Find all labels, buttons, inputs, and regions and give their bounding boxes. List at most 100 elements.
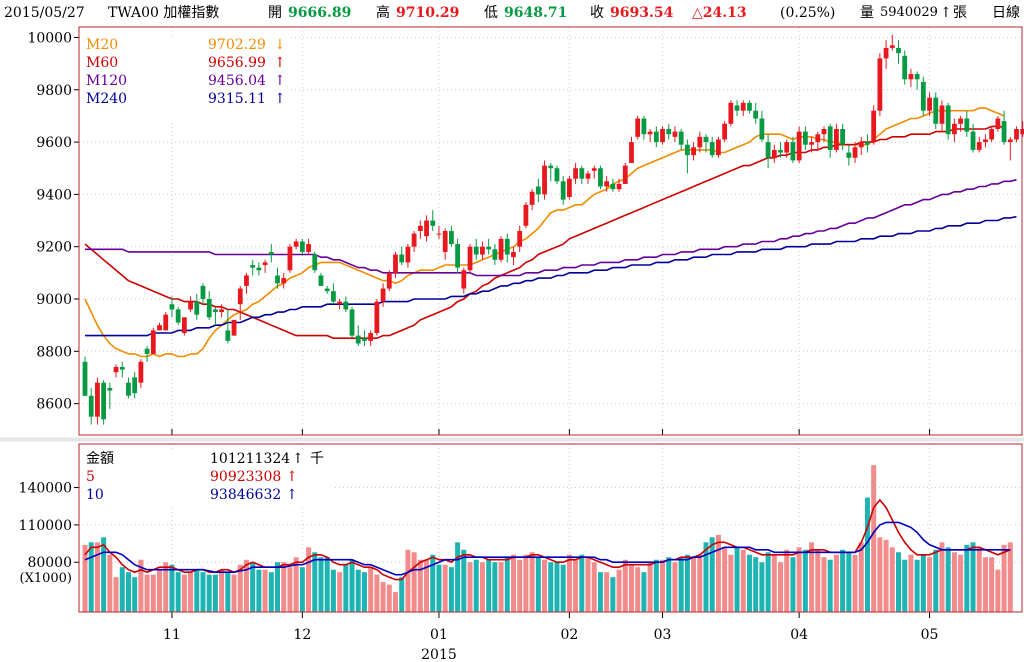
quote-header: 2015/05/27 TWA00 加權指數 開 9666.89 高 9710.2… [0, 0, 1024, 26]
volume-bar [989, 557, 995, 612]
candle [237, 285, 243, 320]
candle-body [188, 301, 193, 310]
ma-value: 9456.04 [208, 73, 266, 89]
candle-body [691, 147, 696, 156]
candle [312, 251, 318, 273]
volume-bar [548, 562, 554, 612]
candle-body [666, 129, 672, 135]
volume-bar [206, 574, 212, 612]
candle-body [815, 134, 821, 143]
volume-bar [312, 552, 318, 612]
candle-body [672, 131, 678, 137]
candle-body [865, 142, 870, 145]
volume-bar [188, 572, 194, 612]
candle-body [964, 118, 970, 132]
volume-bar [852, 554, 858, 612]
volume-bar [405, 549, 411, 612]
candle [200, 283, 206, 305]
candle [213, 306, 218, 326]
volume-ma-10 [84, 521, 1011, 576]
volume-ma-5 [84, 498, 1011, 581]
x-year-label: 2015 [421, 647, 457, 662]
candle [275, 267, 280, 289]
candle-body [765, 142, 771, 158]
candle-body [976, 142, 982, 150]
candle-body [778, 149, 783, 153]
candle-body [877, 58, 883, 111]
ma-name: M20 [86, 37, 119, 53]
volume-bar [883, 539, 889, 612]
candle-body [945, 105, 951, 135]
volume-bar [778, 562, 784, 612]
candle-body [386, 272, 392, 289]
candle [902, 50, 908, 85]
volume-bar [877, 537, 883, 612]
volume-bar [560, 564, 566, 612]
candle-body [542, 165, 547, 195]
volume-bar [1001, 544, 1007, 612]
volume-bar [492, 562, 498, 612]
candle [181, 317, 187, 336]
volume-bar [181, 574, 187, 612]
candle [1001, 110, 1007, 145]
candle-body [150, 330, 156, 354]
candle [622, 163, 628, 184]
volume-amount: 90923308 [210, 469, 282, 485]
candle [411, 231, 417, 252]
volume-bar [976, 547, 982, 612]
volume-bar [479, 562, 485, 612]
volume-bar [610, 577, 616, 612]
candle-body [827, 126, 833, 150]
candle-body [809, 142, 814, 145]
candle [846, 144, 852, 166]
candle [672, 126, 678, 143]
volume-legend-row: 5 90923308 ↑ [82, 468, 332, 486]
volume-bar [722, 547, 728, 612]
candle [368, 330, 374, 347]
candle [920, 76, 926, 116]
x-tick-label: 01 [430, 627, 448, 643]
candle [827, 123, 833, 158]
candle [585, 170, 591, 184]
volume-bar [920, 554, 926, 612]
volume-bar [622, 559, 628, 612]
candle-body [157, 325, 162, 331]
candle [976, 136, 982, 153]
candle [579, 165, 585, 184]
x-tick-label: 05 [921, 627, 939, 643]
candle [560, 176, 566, 205]
candle [641, 115, 647, 140]
close-value: 9693.54 [610, 5, 674, 21]
volume-bar [939, 542, 945, 612]
candle [647, 129, 653, 143]
price-tick-label: 9000 [36, 292, 72, 308]
ma-line-M240 [85, 215, 1017, 337]
candle [150, 327, 156, 354]
candle [492, 244, 498, 265]
candle-body [790, 142, 796, 161]
ma-name: M60 [86, 55, 119, 71]
candle [840, 123, 846, 150]
volume-bar [982, 557, 988, 612]
volume-bar [442, 564, 448, 612]
volume-bar [231, 574, 237, 612]
ma-legend-row: M20 9702.29 ↓ [82, 36, 288, 54]
volume-bar [523, 554, 529, 612]
candle [796, 126, 802, 163]
candle-body [393, 254, 398, 273]
candle [486, 238, 492, 255]
candle-body [268, 251, 274, 255]
volume-bar [374, 574, 380, 612]
candle [983, 134, 988, 148]
candle-body [933, 97, 939, 124]
x-tick-label: 03 [654, 627, 672, 643]
ma-value: 9656.99 [208, 55, 266, 71]
candle-body [200, 285, 206, 299]
candle-body [983, 139, 988, 143]
volume-bar [293, 557, 299, 612]
volume-bar [299, 567, 305, 612]
candle-body [337, 301, 343, 305]
candle-body [250, 265, 256, 268]
volume-bar [337, 572, 343, 612]
candle-body [101, 382, 107, 420]
